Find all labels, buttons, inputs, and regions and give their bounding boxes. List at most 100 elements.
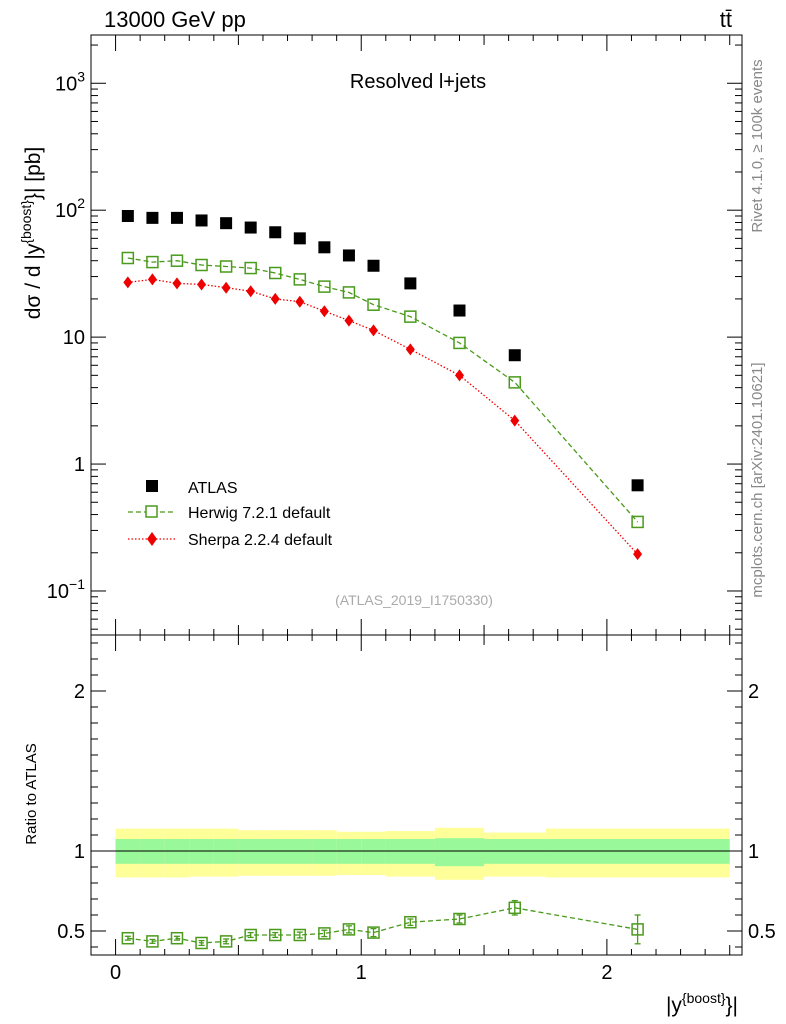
data-point-2-9: [344, 314, 354, 327]
data-point-2-11: [405, 343, 415, 356]
ratio-point-0-6: [268, 928, 282, 942]
data-point-2-1: [147, 273, 157, 286]
ratio-point-0-10: [367, 926, 380, 939]
ratio-inner-band-12: [434, 838, 485, 867]
data-point-1-13: [508, 376, 522, 389]
main-ytick-label-3: 1: [74, 454, 85, 476]
series-2: [123, 273, 643, 561]
ratio-point-0-8: [318, 927, 331, 940]
ratio-point-0-2: [170, 931, 184, 945]
main-ytick-label-base: 1: [74, 454, 85, 476]
ratio-xlabel-end: }|: [726, 994, 738, 1017]
data-point-2-4: [221, 281, 231, 294]
data-point-2-0: [123, 276, 133, 289]
series-line-1: [127, 257, 639, 523]
data-point-0-11: [404, 277, 417, 290]
data-point-0-12: [453, 304, 466, 317]
main-ytick-label-base: 10: [55, 200, 77, 222]
legend-marker-atlas: [146, 480, 158, 492]
data-point-2-3: [197, 278, 207, 291]
data-point-2-8: [319, 305, 329, 318]
ratio-ytick-label-right-0: 0.5: [748, 921, 776, 943]
main-ytick-label-exp: 2: [77, 195, 85, 211]
ratio-point-0-5: [244, 928, 257, 942]
ratio-series-line-0: [127, 907, 638, 944]
ratio-point-0-9: [342, 923, 356, 936]
data-point-1-4: [219, 260, 233, 273]
legend: ATLAS Herwig 7.2.1 default Sherpa 2.2.4 …: [128, 480, 333, 549]
data-point-0-14: [631, 479, 644, 492]
data-point-0-3: [195, 214, 208, 227]
ratio-point-0-0: [121, 931, 135, 945]
data-point-1-12: [453, 336, 466, 350]
main-ylabel-post: }| [pb]: [22, 147, 45, 200]
legend-label-atlas: ATLAS: [188, 480, 238, 497]
data-point-0-2: [170, 211, 183, 224]
main-ytick-label-base: 10: [55, 73, 77, 95]
series-1: [121, 251, 644, 529]
ratio-ylabel: Ratio to ATLAS: [23, 743, 40, 844]
ratio-xlabel-main: |y: [666, 994, 682, 1017]
main-ytick-label-base: 10: [63, 327, 85, 349]
ratio-point-0-13: [508, 901, 522, 915]
data-point-2-14: [633, 548, 643, 561]
data-point-0-8: [318, 241, 331, 254]
legend-label-herwig: Herwig 7.2.1 default: [188, 505, 331, 522]
main-ytick-label-0: 103: [55, 68, 85, 95]
data-point-1-8: [318, 280, 331, 293]
ratio-series-0: [121, 899, 644, 950]
ratio-point-0-14: [631, 923, 644, 936]
ratio-xlabel-sup: {boost}: [682, 990, 726, 1006]
ratio-ytick-label-left-1: 1: [74, 841, 85, 863]
legend-marker-herwig: [145, 505, 158, 518]
ratio-point-0-7: [293, 928, 307, 942]
legend-marker-sherpa: [147, 532, 157, 546]
legend-label-sherpa: Sherpa 2.2.4 default: [188, 532, 333, 549]
main-ylabel-sup: {boost}: [18, 200, 34, 244]
main-ytick-label-exp: 3: [77, 68, 85, 84]
data-point-2-2: [172, 277, 182, 290]
data-point-2-13: [510, 414, 520, 427]
ratio-ytick-label-right-2: 2: [748, 681, 759, 703]
ratio-ytick-label-left-2: 2: [74, 681, 85, 703]
main-ytick-label-2: 10: [63, 327, 85, 349]
ratio-panel: 0.5 0.5 1 1 2 2 0 1 2 Ratio to ATLAS |y{boost}}|: [23, 634, 776, 1017]
data-point-0-6: [269, 226, 282, 239]
chart-title: Resolved l+jets: [350, 71, 486, 93]
data-point-1-9: [342, 286, 356, 299]
header-left-label: 13000 GeV pp: [104, 7, 246, 32]
data-point-2-10: [369, 324, 379, 337]
data-point-0-10: [367, 259, 380, 272]
data-point-1-0: [121, 251, 135, 265]
rivet-side-label: Rivet 4.1.0, ≥ 100k events: [749, 59, 766, 232]
ratio-point-0-3: [195, 936, 208, 950]
main-ytick-label-1: 102: [55, 195, 85, 222]
data-point-0-9: [342, 249, 355, 262]
data-point-1-11: [404, 310, 417, 323]
ratio-ytick-label-left-0: 0.5: [57, 921, 85, 943]
main-ytick-label-4: 10−1: [47, 576, 85, 603]
series-0: [121, 209, 644, 492]
main-ytick-label-base: 10: [47, 581, 69, 603]
data-point-1-6: [268, 266, 282, 280]
data-point-1-10: [367, 298, 380, 311]
ratio-point-0-11: [404, 915, 417, 929]
data-point-0-7: [293, 232, 306, 245]
analysis-tag: (ATLAS_2019_I1750330): [335, 592, 493, 608]
xtick-label-0: 0: [110, 962, 121, 984]
main-ylabel-pre: dσ / d |y: [22, 243, 45, 319]
data-point-0-0: [121, 209, 134, 222]
xtick-label-2: 2: [601, 962, 612, 984]
data-point-2-7: [295, 295, 305, 308]
data-point-0-1: [146, 211, 159, 224]
ratio-xlabel: |y{boost}}|: [666, 990, 738, 1017]
ratio-ytick-label-right-1: 1: [748, 841, 759, 863]
data-point-1-3: [195, 258, 208, 272]
ratio-point-0-4: [219, 935, 233, 948]
main-ylabel: dσ / d |y{boost}}| [pb]: [18, 147, 45, 320]
ratio-point-0-1: [146, 935, 159, 948]
data-point-2-6: [270, 292, 280, 305]
data-point-1-5: [244, 261, 257, 275]
